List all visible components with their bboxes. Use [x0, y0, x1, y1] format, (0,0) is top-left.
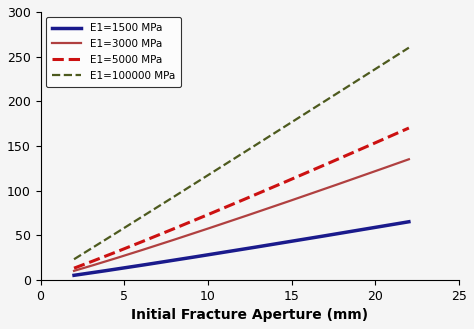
- E1=5000 MPa: [73, 266, 78, 270]
- Line: E1=100000 MPa: E1=100000 MPa: [74, 48, 409, 259]
- E1=1500 MPa: [73, 273, 78, 277]
- E1=100000 MPa: [406, 46, 412, 50]
- E1=100000 MPa: [73, 257, 78, 261]
- E1=100000 MPa: [271, 132, 276, 136]
- E1=5000 MPa: [354, 149, 359, 153]
- E1=100000 MPa: [71, 257, 77, 261]
- E1=100000 MPa: [276, 128, 282, 132]
- E1=3000 MPa: [276, 203, 282, 207]
- E1=5000 MPa: [269, 186, 275, 190]
- E1=3000 MPa: [73, 268, 78, 272]
- E1=1500 MPa: [354, 229, 359, 233]
- E1=3000 MPa: [269, 205, 275, 209]
- E1=1500 MPa: [71, 273, 77, 277]
- E1=100000 MPa: [374, 66, 380, 70]
- E1=3000 MPa: [354, 176, 359, 180]
- X-axis label: Initial Fracture Aperture (mm): Initial Fracture Aperture (mm): [131, 308, 368, 322]
- E1=3000 MPa: [374, 168, 380, 172]
- Line: E1=3000 MPa: E1=3000 MPa: [74, 159, 409, 271]
- E1=5000 MPa: [406, 126, 412, 130]
- E1=1500 MPa: [276, 241, 282, 245]
- E1=5000 MPa: [271, 185, 276, 189]
- E1=3000 MPa: [71, 269, 77, 273]
- Line: E1=1500 MPa: E1=1500 MPa: [74, 222, 409, 275]
- E1=1500 MPa: [271, 242, 276, 246]
- Line: E1=5000 MPa: E1=5000 MPa: [74, 128, 409, 268]
- E1=5000 MPa: [374, 140, 380, 144]
- E1=5000 MPa: [276, 183, 282, 187]
- E1=1500 MPa: [374, 225, 380, 229]
- E1=100000 MPa: [354, 79, 359, 83]
- E1=5000 MPa: [71, 266, 77, 270]
- E1=3000 MPa: [406, 157, 412, 161]
- E1=100000 MPa: [269, 133, 275, 137]
- E1=1500 MPa: [269, 242, 275, 246]
- E1=1500 MPa: [406, 220, 412, 224]
- Legend: E1=1500 MPa, E1=3000 MPa, E1=5000 MPa, E1=100000 MPa: E1=1500 MPa, E1=3000 MPa, E1=5000 MPa, E…: [46, 17, 181, 87]
- E1=3000 MPa: [271, 205, 276, 209]
